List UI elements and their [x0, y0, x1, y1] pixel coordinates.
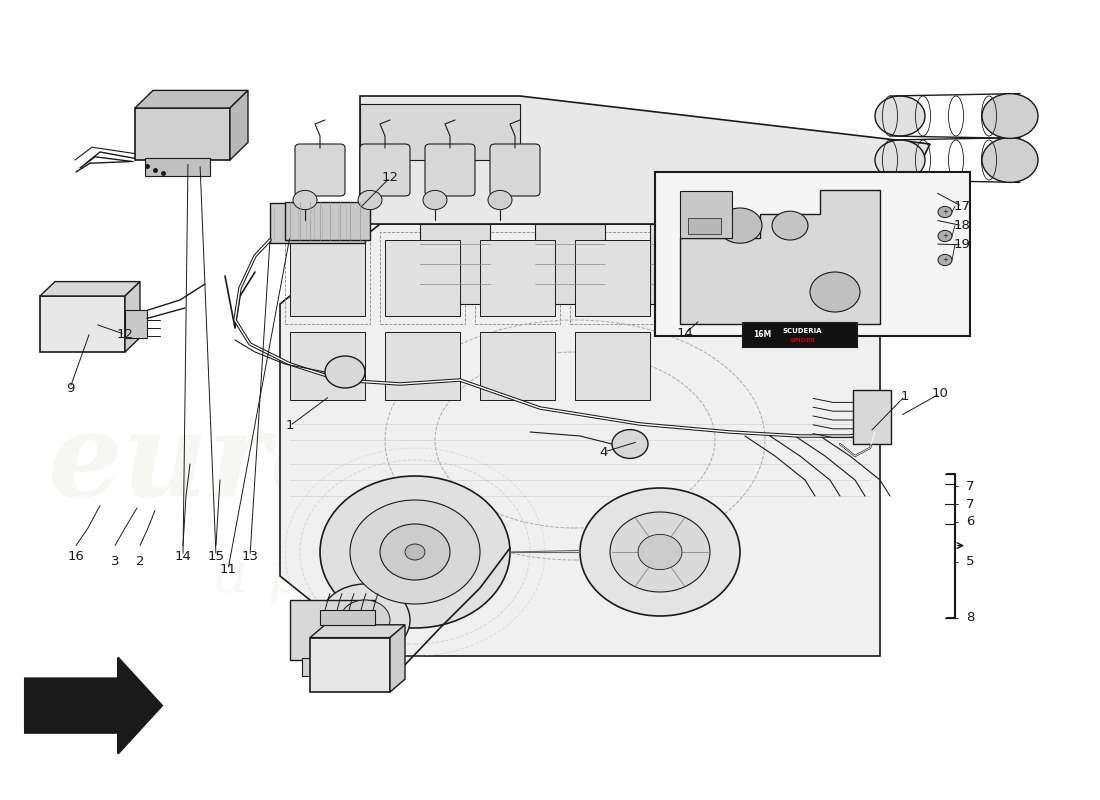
Circle shape	[340, 600, 390, 640]
Circle shape	[938, 254, 952, 266]
Polygon shape	[310, 625, 405, 638]
Circle shape	[874, 140, 925, 180]
Text: 10: 10	[932, 387, 948, 400]
Circle shape	[320, 584, 410, 656]
FancyBboxPatch shape	[688, 218, 720, 234]
Circle shape	[580, 488, 740, 616]
Text: SCUDERIA: SCUDERIA	[782, 327, 822, 334]
Text: +: +	[942, 233, 948, 239]
Polygon shape	[230, 90, 248, 160]
Polygon shape	[125, 282, 140, 352]
Circle shape	[718, 208, 762, 243]
Circle shape	[612, 430, 648, 458]
Circle shape	[938, 230, 952, 242]
Text: euro: euro	[47, 406, 349, 522]
FancyBboxPatch shape	[135, 108, 230, 160]
Polygon shape	[390, 625, 405, 692]
FancyBboxPatch shape	[852, 390, 891, 444]
Text: 19: 19	[954, 238, 970, 251]
Circle shape	[379, 524, 450, 580]
Text: 14: 14	[676, 327, 693, 340]
Circle shape	[320, 476, 510, 628]
FancyBboxPatch shape	[385, 240, 460, 316]
Text: 13: 13	[242, 550, 258, 562]
Text: 12: 12	[117, 328, 133, 341]
FancyBboxPatch shape	[654, 172, 970, 336]
Polygon shape	[420, 224, 490, 304]
FancyBboxPatch shape	[290, 240, 365, 316]
Circle shape	[293, 190, 317, 210]
Text: 16M: 16M	[752, 330, 771, 339]
FancyBboxPatch shape	[270, 203, 365, 243]
Text: 1: 1	[286, 419, 295, 432]
Text: 16: 16	[67, 550, 85, 562]
Circle shape	[982, 138, 1038, 182]
FancyBboxPatch shape	[480, 332, 556, 400]
FancyBboxPatch shape	[385, 332, 460, 400]
Text: SPIDER: SPIDER	[789, 338, 815, 342]
Polygon shape	[764, 224, 835, 304]
FancyBboxPatch shape	[290, 332, 365, 400]
FancyBboxPatch shape	[302, 658, 362, 676]
FancyBboxPatch shape	[310, 638, 390, 692]
Text: 18: 18	[954, 219, 970, 232]
Circle shape	[358, 190, 382, 210]
Text: 1: 1	[901, 390, 910, 402]
Circle shape	[405, 544, 425, 560]
FancyBboxPatch shape	[125, 310, 147, 338]
Circle shape	[324, 356, 365, 388]
Polygon shape	[680, 190, 880, 324]
Polygon shape	[135, 90, 248, 108]
FancyBboxPatch shape	[290, 600, 375, 660]
Circle shape	[874, 96, 925, 136]
Circle shape	[350, 500, 480, 604]
FancyBboxPatch shape	[680, 191, 732, 238]
Circle shape	[488, 190, 512, 210]
Text: 2: 2	[135, 555, 144, 568]
Circle shape	[938, 206, 952, 218]
FancyBboxPatch shape	[575, 240, 650, 316]
FancyBboxPatch shape	[480, 240, 556, 316]
Circle shape	[772, 211, 808, 240]
Circle shape	[610, 512, 710, 592]
Text: 12: 12	[382, 171, 398, 184]
Text: 7: 7	[966, 480, 975, 493]
Polygon shape	[650, 224, 721, 304]
Text: a passion: a passion	[213, 548, 491, 604]
Circle shape	[982, 94, 1038, 138]
Text: 14: 14	[175, 550, 191, 562]
Text: +: +	[942, 257, 948, 263]
Polygon shape	[25, 658, 162, 754]
FancyBboxPatch shape	[425, 144, 475, 196]
Polygon shape	[535, 224, 605, 304]
Circle shape	[810, 272, 860, 312]
FancyBboxPatch shape	[360, 104, 520, 160]
Circle shape	[638, 534, 682, 570]
Circle shape	[424, 190, 447, 210]
FancyBboxPatch shape	[40, 296, 125, 352]
Text: 4: 4	[600, 446, 608, 458]
Polygon shape	[360, 96, 930, 224]
Text: 8: 8	[966, 611, 975, 624]
Text: 6: 6	[966, 515, 975, 528]
Text: 17: 17	[954, 200, 970, 213]
Text: 9: 9	[66, 382, 74, 394]
FancyBboxPatch shape	[575, 332, 650, 400]
Text: 5: 5	[966, 555, 975, 568]
FancyBboxPatch shape	[295, 144, 345, 196]
Polygon shape	[280, 224, 880, 656]
FancyBboxPatch shape	[320, 610, 375, 625]
FancyBboxPatch shape	[490, 144, 540, 196]
FancyBboxPatch shape	[742, 322, 857, 347]
Text: +: +	[942, 209, 948, 215]
FancyBboxPatch shape	[285, 202, 370, 240]
Text: 15: 15	[208, 550, 224, 562]
FancyBboxPatch shape	[360, 144, 410, 196]
Polygon shape	[40, 282, 140, 296]
FancyBboxPatch shape	[145, 158, 210, 176]
Text: 11: 11	[220, 563, 236, 576]
Text: 3: 3	[111, 555, 119, 568]
Text: 7: 7	[966, 498, 975, 510]
